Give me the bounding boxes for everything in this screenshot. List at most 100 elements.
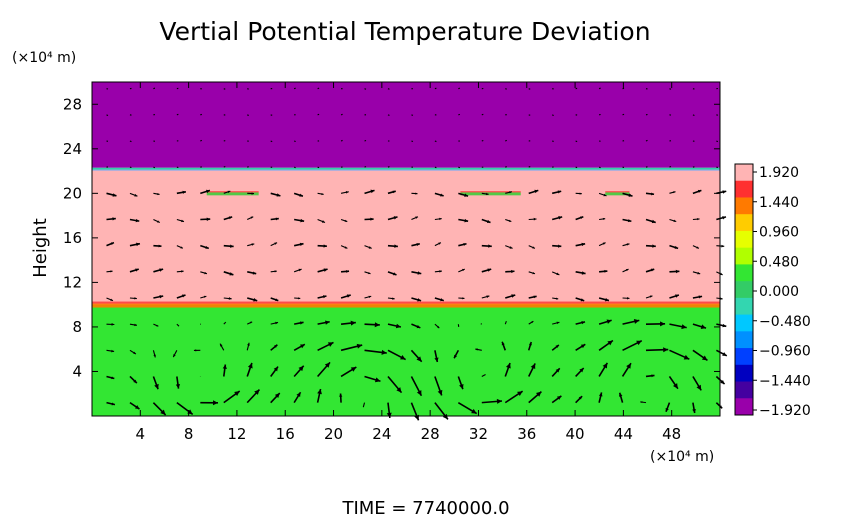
vector-arrowhead xyxy=(697,217,700,221)
vector-arrowhead xyxy=(275,217,279,221)
vector-arrowhead xyxy=(204,271,207,275)
y-tick-label: 12 xyxy=(63,273,82,291)
vector-arrow xyxy=(551,114,554,116)
vector-arrowhead xyxy=(346,270,350,273)
vector-arrowhead xyxy=(602,217,606,221)
vector-arrowhead xyxy=(392,272,397,276)
vector-arrowhead xyxy=(531,321,534,324)
vector-arrowhead xyxy=(416,390,422,396)
vector-arrowhead xyxy=(212,400,219,406)
vector-arrowhead xyxy=(368,246,372,249)
vector-arrow xyxy=(387,114,390,116)
vector-arrowhead xyxy=(557,244,562,248)
vector-arrowhead xyxy=(628,193,633,197)
vector-arrowhead xyxy=(111,322,115,326)
vector-arrowhead xyxy=(673,219,677,222)
vector-arrowhead xyxy=(651,219,656,224)
x-tick-label: 16 xyxy=(276,425,295,443)
vector-arrowhead xyxy=(580,298,585,302)
vector-arrow xyxy=(340,113,343,116)
plot-layers xyxy=(92,82,720,416)
vector-arrowhead xyxy=(722,323,727,328)
vector-arrowhead xyxy=(675,269,680,274)
colorbar-swatch xyxy=(735,214,753,232)
vector-arrowhead xyxy=(697,189,702,193)
chart-title: Vertial Potential Temperature Deviation xyxy=(159,17,650,46)
vector-arrowhead xyxy=(274,344,278,348)
vector-arrowhead xyxy=(299,193,303,197)
vector-arrowhead xyxy=(222,364,227,369)
vector-arrowhead xyxy=(722,216,726,220)
vector-arrowhead xyxy=(181,270,184,273)
vector-arrowhead xyxy=(506,363,511,369)
colorbar-label: −1.440 xyxy=(759,373,811,389)
vector-arrowhead xyxy=(675,294,679,298)
x-tick-label: 32 xyxy=(469,425,488,443)
vector-arrowhead xyxy=(437,325,440,329)
vector-arrow xyxy=(129,140,132,143)
vector-arrowhead xyxy=(136,242,140,247)
vector-arrowhead xyxy=(416,243,420,246)
vector-arrowhead xyxy=(439,217,442,221)
vector-arrow xyxy=(270,140,273,143)
layer-2 xyxy=(92,82,720,168)
vector-arrowhead xyxy=(692,409,696,413)
vector-arrowhead xyxy=(182,190,186,194)
vector-arrowhead xyxy=(135,268,139,272)
time-readout: TIME = 7740000.0 xyxy=(341,498,509,519)
vector-arrowhead xyxy=(274,393,280,398)
vector-arrowhead xyxy=(156,324,159,327)
vector-arrow xyxy=(223,321,227,325)
vector-arrowhead xyxy=(578,396,583,400)
vector-arrowhead xyxy=(720,297,723,300)
vector-arrowhead xyxy=(530,363,536,370)
vector-arrowhead xyxy=(487,268,492,272)
colorbar-swatch xyxy=(735,398,753,416)
vector-arrowhead xyxy=(509,246,513,249)
vector-arrowhead xyxy=(154,383,159,390)
vector-arrowhead xyxy=(339,393,343,397)
colorbar-swatch xyxy=(735,331,753,349)
vector-arrow xyxy=(387,166,390,168)
vector-arrow xyxy=(223,88,226,90)
vector-arrowhead xyxy=(296,392,301,398)
vector-arrowhead xyxy=(626,363,631,369)
y-axis: 4 8 12 16 20 24 28 xyxy=(63,95,720,380)
colorbar-label: 0.480 xyxy=(759,254,799,270)
vector-arrowhead xyxy=(157,220,160,223)
vector-arrowhead xyxy=(253,298,258,302)
vector-arrowhead xyxy=(722,190,727,194)
y-tick-label: 20 xyxy=(63,184,82,202)
colorbar-swatch xyxy=(735,281,753,299)
colorbar-swatch xyxy=(735,264,753,282)
vector-arrowhead xyxy=(673,383,678,389)
vector-arrowhead xyxy=(464,193,469,197)
x-tick-label: 8 xyxy=(184,425,194,443)
vector-arrowhead xyxy=(454,354,458,359)
vector-arrowhead xyxy=(234,391,240,397)
vector-arrowhead xyxy=(557,190,562,194)
y-tick-label: 4 xyxy=(72,362,82,380)
vector-arrowhead xyxy=(203,295,207,298)
vector-arrowhead xyxy=(205,245,209,249)
vector-arrow xyxy=(716,140,719,143)
vector-arrowhead xyxy=(579,367,584,373)
vector-arrowhead xyxy=(247,362,253,369)
vector-arrowhead xyxy=(252,271,257,275)
vector-arrow xyxy=(176,113,179,116)
vector-arrow xyxy=(293,166,296,169)
x-axis-unit: (×10⁴ m) xyxy=(650,449,714,465)
plot-frame xyxy=(91,81,721,417)
vector-arrow xyxy=(575,140,578,143)
vector-arrowhead xyxy=(299,242,304,247)
colorbar-swatch xyxy=(735,164,753,182)
vector-arrowhead xyxy=(323,244,327,248)
vector-arrowhead xyxy=(556,395,562,400)
vector-arrowhead xyxy=(651,192,655,196)
interface-lower xyxy=(92,303,720,308)
vector-arrowhead xyxy=(511,294,516,298)
vector-arrow xyxy=(481,113,484,116)
vector-arrowhead xyxy=(488,244,492,248)
layer-0 xyxy=(92,304,720,416)
vector-arrowhead xyxy=(463,242,467,246)
